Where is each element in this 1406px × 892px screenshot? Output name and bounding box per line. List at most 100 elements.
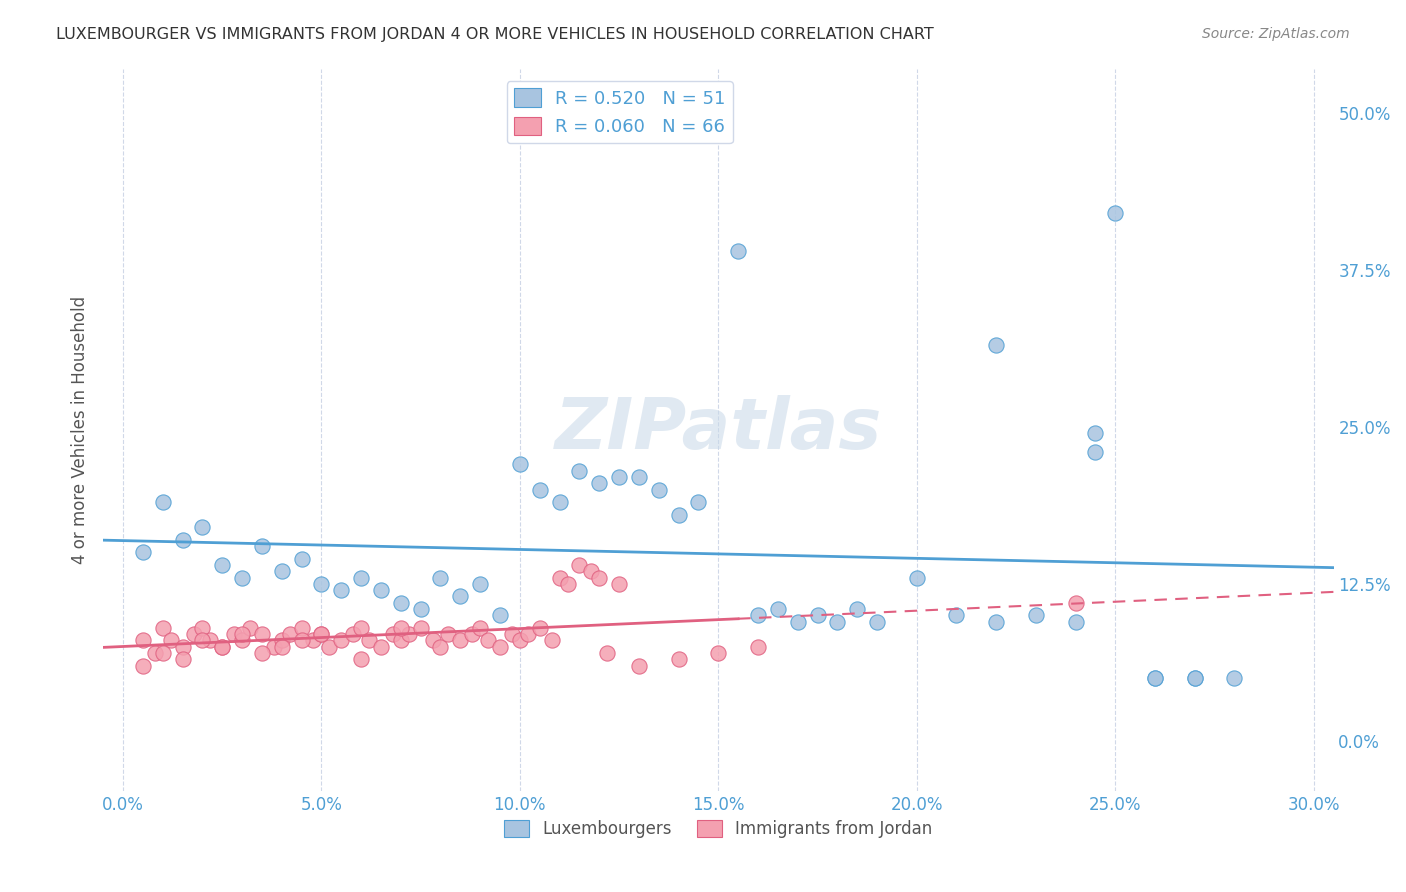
Point (290, 551, 312, 566)
Point (172, 652, 194, 666)
Point (211, 640, 233, 654)
Point (1184, 671, 1206, 685)
Point (727, 244, 749, 258)
Point (747, 640, 769, 654)
Text: ZIPatlas: ZIPatlas (554, 395, 882, 465)
Point (311, 627, 333, 641)
Point (470, 621, 492, 635)
Point (668, 508, 690, 522)
Point (381, 627, 404, 641)
Point (688, 495, 710, 509)
Point (290, 633, 312, 648)
Point (588, 476, 610, 491)
Point (250, 627, 273, 641)
Point (191, 621, 214, 635)
Point (290, 621, 312, 635)
Point (1223, 671, 1246, 685)
Point (548, 495, 571, 509)
Point (489, 640, 512, 654)
Point (529, 483, 551, 497)
Point (172, 640, 194, 654)
Point (172, 533, 194, 547)
Point (350, 652, 373, 666)
Point (461, 627, 484, 641)
Point (501, 627, 523, 641)
Point (449, 633, 471, 648)
Point (239, 621, 262, 635)
Point (270, 564, 292, 578)
Y-axis label: 4 or more Vehicles in Household: 4 or more Vehicles in Household (72, 296, 89, 564)
Point (231, 571, 253, 585)
Point (191, 520, 214, 534)
Point (607, 577, 630, 591)
Point (489, 608, 512, 623)
Point (398, 627, 420, 641)
Point (152, 495, 174, 509)
Point (183, 627, 205, 641)
Point (422, 633, 444, 648)
Point (389, 596, 412, 610)
Point (1084, 425, 1107, 440)
Point (270, 640, 292, 654)
Point (311, 577, 333, 591)
Point (330, 583, 353, 598)
Point (370, 640, 392, 654)
Point (984, 338, 1007, 352)
Point (627, 470, 650, 484)
Point (707, 646, 730, 660)
Point (389, 633, 412, 648)
Point (568, 558, 591, 572)
Point (211, 640, 233, 654)
Point (302, 633, 325, 648)
Point (152, 646, 174, 660)
Point (311, 627, 333, 641)
Point (1184, 671, 1206, 685)
Point (588, 571, 610, 585)
Point (200, 633, 222, 648)
Point (668, 652, 690, 666)
Point (627, 658, 650, 673)
Point (1104, 206, 1126, 220)
Point (429, 640, 451, 654)
Point (1143, 671, 1166, 685)
Point (211, 558, 233, 572)
Point (409, 621, 432, 635)
Point (1064, 615, 1087, 629)
Point (350, 571, 373, 585)
Point (318, 640, 340, 654)
Point (866, 615, 889, 629)
Point (330, 633, 353, 648)
Point (132, 545, 155, 559)
Point (191, 633, 214, 648)
Point (529, 621, 551, 635)
Point (250, 646, 273, 660)
Point (540, 633, 562, 648)
Point (1025, 608, 1047, 623)
Point (477, 633, 499, 648)
Point (350, 621, 373, 635)
Point (596, 646, 619, 660)
Point (250, 539, 273, 553)
Point (945, 608, 967, 623)
Point (159, 633, 181, 648)
Text: Source: ZipAtlas.com: Source: ZipAtlas.com (1202, 27, 1350, 41)
Point (509, 633, 531, 648)
Point (1064, 596, 1087, 610)
Point (231, 627, 253, 641)
Legend: Luxembourgers, Immigrants from Jordan: Luxembourgers, Immigrants from Jordan (498, 813, 939, 845)
Point (905, 571, 928, 585)
Point (607, 470, 630, 484)
Point (143, 646, 166, 660)
Point (152, 621, 174, 635)
Point (370, 583, 392, 598)
Point (389, 621, 412, 635)
Point (648, 483, 671, 497)
Point (449, 590, 471, 604)
Point (509, 458, 531, 472)
Point (263, 640, 285, 654)
Point (581, 564, 603, 578)
Point (437, 627, 460, 641)
Point (516, 627, 538, 641)
Point (231, 633, 253, 648)
Point (224, 627, 246, 641)
